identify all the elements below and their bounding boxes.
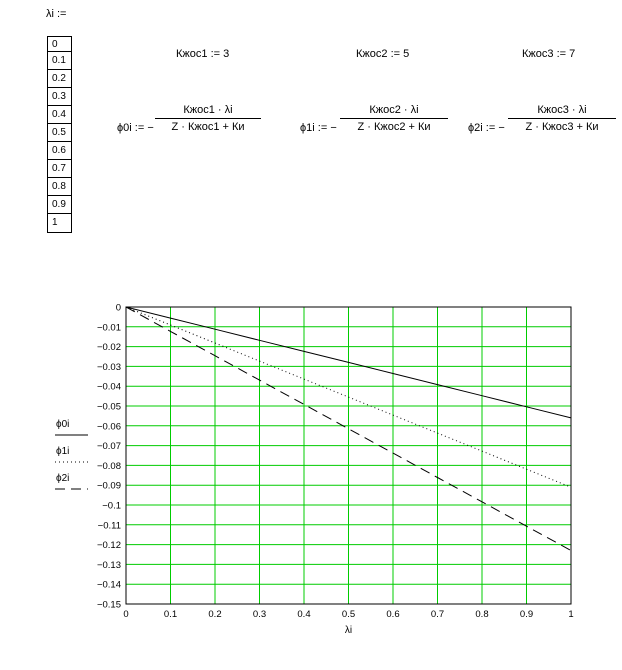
x-tick-label: 0.8 xyxy=(475,609,488,620)
lambda-value-cell: 0.4 xyxy=(48,106,71,124)
lambda-value-cell: 0 xyxy=(48,37,71,52)
lambda-value-cell: 0.5 xyxy=(48,124,71,142)
x-tick-label: 0.3 xyxy=(253,609,266,620)
lambda-values-table: 0 0.1 0.2 0.3 0.4 0.5 0.6 0.7 0.8 0.9 1 xyxy=(47,36,72,233)
x-tick-label: 0.4 xyxy=(297,609,310,620)
formula-numerator: Кжос1 · λi xyxy=(183,104,233,116)
y-tick-label: 0 xyxy=(116,303,121,314)
series-line-2 xyxy=(125,306,572,551)
formula-denominator: Z · Кжос2 + Ки xyxy=(357,121,431,133)
x-tick-label: 0.7 xyxy=(431,609,444,620)
y-tick-label: −0.12 xyxy=(97,540,121,551)
constant-value: 3 xyxy=(223,48,230,60)
x-tick-label: 0.5 xyxy=(342,609,355,620)
x-tick-label: 0.9 xyxy=(520,609,533,620)
lambda-value-cell: 0.7 xyxy=(48,160,71,178)
y-tick-label: −0.07 xyxy=(97,441,121,452)
lambda-value-cell: 0.1 xyxy=(48,52,71,70)
y-legend-label: ϕ0i xyxy=(56,419,69,430)
lambda-definition: λi := xyxy=(46,8,67,20)
y-tick-label: −0.1 xyxy=(102,501,121,512)
formula-phi2-fraction: Кжос3 · λi Z · Кжос3 + Ки xyxy=(508,104,616,133)
formula-denominator: Z · Кжос1 + Ки xyxy=(171,121,245,133)
y-tick-label: −0.13 xyxy=(97,560,121,571)
constant-value: 5 xyxy=(403,48,410,60)
series-line-1 xyxy=(125,306,572,488)
y-tick-label: −0.08 xyxy=(97,461,121,472)
y-tick-label: −0.02 xyxy=(97,342,121,353)
fraction-bar xyxy=(155,118,261,119)
fraction-bar xyxy=(340,118,448,119)
constant-value: 7 xyxy=(569,48,576,60)
y-tick-label: −0.05 xyxy=(97,402,121,413)
formula-phi0-lhs: ϕ0i := − xyxy=(117,122,154,134)
fraction-bar xyxy=(508,118,616,119)
assign-op: := xyxy=(556,48,567,60)
series-line-0 xyxy=(125,306,572,419)
x-tick-label: 1 xyxy=(568,609,573,620)
assign-op: := xyxy=(210,48,221,60)
formula-denominator: Z · Кжос3 + Ки xyxy=(525,121,599,133)
lambda-value-cell: 0.3 xyxy=(48,88,71,106)
y-tick-label: −0.09 xyxy=(97,481,121,492)
lambda-value-cell: 0.8 xyxy=(48,178,71,196)
constant-kzhos1: Кжос1 := 3 xyxy=(176,48,229,60)
y-tick-label: −0.15 xyxy=(97,600,121,611)
lambda-value-cell: 0.6 xyxy=(48,142,71,160)
formula-phi1-fraction: Кжос2 · λi Z · Кжос2 + Ки xyxy=(340,104,448,133)
constant-name: Кжос2 xyxy=(356,48,388,60)
formula-numerator: Кжос3 · λi xyxy=(537,104,587,116)
y-tick-label: −0.14 xyxy=(97,580,121,591)
lambda-value-cell: 0.2 xyxy=(48,70,71,88)
x-tick-label: 0.2 xyxy=(208,609,221,620)
formula-phi0-fraction: Кжос1 · λi Z · Кжос1 + Ки xyxy=(155,104,261,133)
lambda-value-cell: 1 xyxy=(52,217,58,228)
y-tick-label: −0.06 xyxy=(97,421,121,432)
formula-phi1-lhs: ϕ1i := − xyxy=(300,122,337,134)
constant-name: Кжос1 xyxy=(176,48,208,60)
constant-name: Кжос3 xyxy=(522,48,554,60)
y-tick-label: −0.11 xyxy=(98,520,121,531)
constant-kzhos3: Кжос3 := 7 xyxy=(522,48,575,60)
x-tick-label: 0 xyxy=(123,609,128,620)
x-axis-label: λi xyxy=(345,625,352,636)
formula-phi2-lhs: ϕ2i := − xyxy=(468,122,505,134)
y-legend-label: ϕ1i xyxy=(56,446,69,457)
x-tick-label: 0.6 xyxy=(386,609,399,620)
y-tick-label: −0.03 xyxy=(97,362,121,373)
y-tick-label: −0.01 xyxy=(97,322,121,333)
constant-kzhos2: Кжос2 := 5 xyxy=(356,48,409,60)
x-tick-label: 0.1 xyxy=(164,609,177,620)
assign-op: := xyxy=(390,48,401,60)
formula-numerator: Кжос2 · λi xyxy=(369,104,419,116)
y-tick-label: −0.04 xyxy=(97,382,121,393)
y-legend-label: ϕ2i xyxy=(56,473,69,484)
lambda-value-cell: 0.9 xyxy=(48,196,71,214)
plot-frame xyxy=(125,306,572,605)
